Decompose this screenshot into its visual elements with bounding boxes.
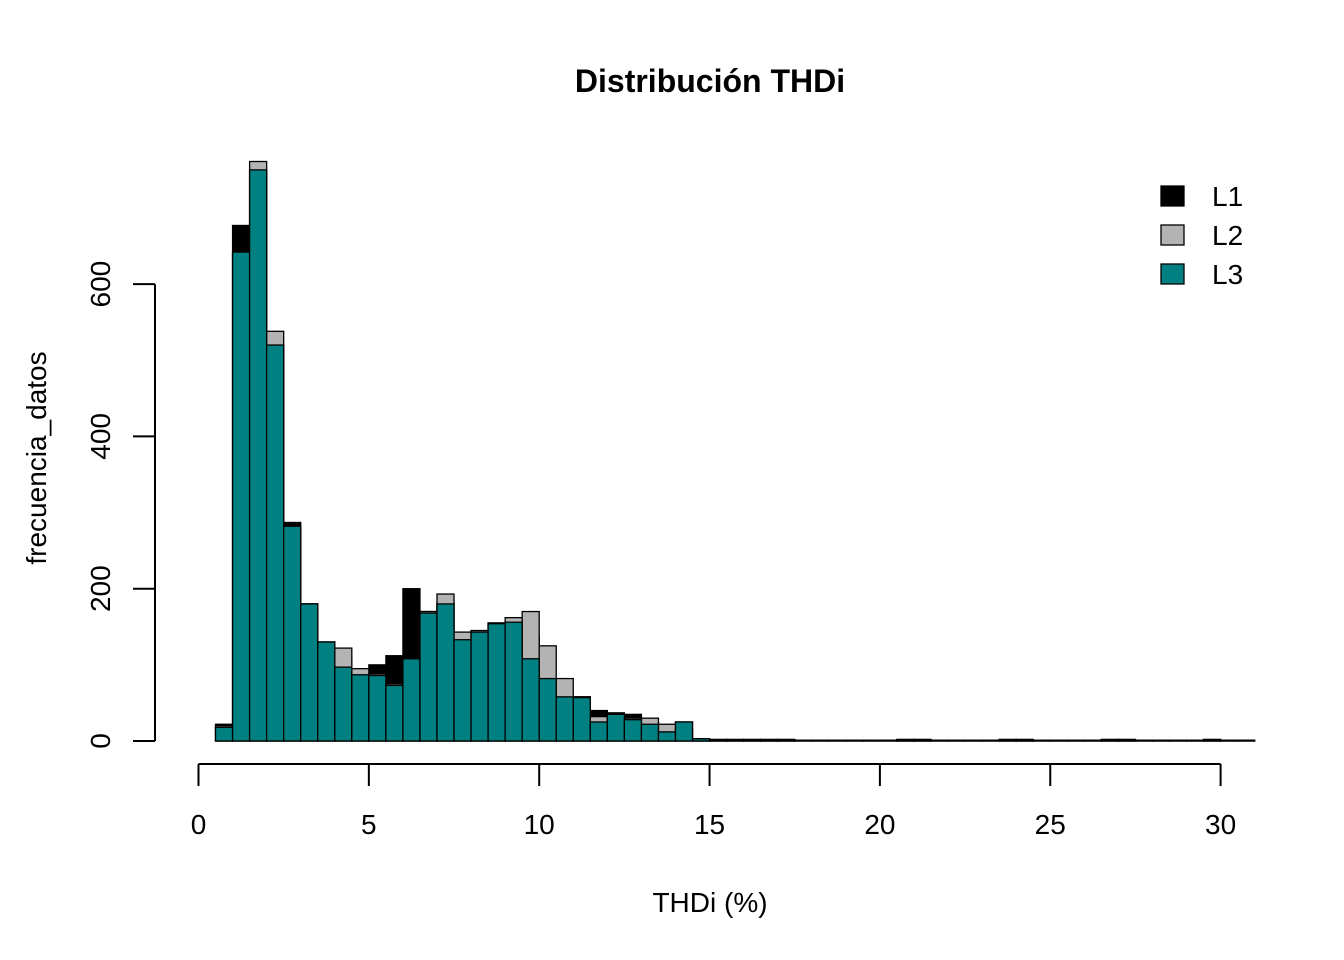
bar-l2-38 (862, 739, 881, 742)
bar-l2-60 (1236, 739, 1256, 742)
bar-l3-22 (589, 721, 608, 742)
bar-l3-7 (334, 666, 353, 742)
bar-l3-52 (1100, 739, 1120, 742)
legend-label-l3: L3 (1212, 259, 1243, 290)
x-tick-label: 10 (524, 809, 555, 840)
bar-l3-5 (300, 603, 319, 742)
bar-l3-47 (1015, 739, 1034, 742)
bar-l3-32 (760, 739, 779, 742)
bar-l2-57 (1185, 739, 1205, 742)
bar-l3-25 (640, 723, 660, 742)
bar-l2-54 (1134, 739, 1154, 742)
bar-l2-51 (1083, 739, 1103, 742)
y-tick-label: 400 (85, 413, 116, 460)
bar-l3-10 (385, 684, 404, 742)
x-axis: 0 5 10 15 20 25 30 (191, 763, 1236, 840)
y-axis-label: frecuencia_datos (21, 351, 52, 564)
bar-l3-24 (623, 719, 643, 742)
chart-title: Distribución THDi (575, 63, 845, 99)
y-tick-label: 200 (85, 565, 116, 612)
bar-l2-59 (1219, 739, 1239, 742)
bar-l2-50 (1066, 739, 1085, 742)
bar-l2-34 (794, 739, 813, 742)
bar-l2-37 (845, 739, 864, 742)
bar-l3-18 (521, 658, 540, 742)
bar-l2-48 (1032, 739, 1051, 742)
bar-l3-11 (402, 658, 421, 742)
bar-l3-14 (453, 639, 472, 742)
legend-swatch-l2 (1160, 224, 1185, 246)
bar-l3-21 (572, 696, 591, 742)
x-tick-label: 0 (191, 809, 207, 840)
x-tick-label: 25 (1035, 809, 1066, 840)
bar-l3-4 (283, 525, 302, 742)
bar-l3-19 (538, 677, 557, 742)
bar-l3-28 (691, 738, 711, 742)
bar-l2-36 (828, 739, 847, 742)
legend-swatch-l1 (1160, 185, 1185, 207)
bar-l2-42 (930, 739, 949, 742)
bar-l2-55 (1151, 739, 1171, 742)
x-axis-label: THDi (%) (652, 887, 767, 918)
legend-swatch-l3 (1160, 263, 1185, 285)
bar-l3-12 (419, 612, 438, 742)
x-tick-label: 20 (864, 809, 895, 840)
bar-l3-41 (913, 739, 932, 742)
y-axis: 0 200 400 600 (85, 261, 156, 749)
bar-l3-15 (470, 631, 489, 742)
legend-label-l2: L2 (1212, 220, 1243, 251)
legend: L1 L2 L3 (1160, 181, 1243, 290)
bar-l3-33 (777, 739, 796, 742)
bar-l3-26 (657, 731, 677, 742)
bar-l2-44 (964, 739, 983, 742)
bar-l3-53 (1117, 739, 1137, 742)
bar-l2-43 (947, 739, 966, 742)
bar-l3-2 (248, 169, 268, 742)
x-tick-label: 5 (361, 809, 377, 840)
x-tick-label: 30 (1205, 809, 1236, 840)
bar-l3-58 (1202, 739, 1222, 742)
bar-l3-0 (214, 726, 234, 742)
bar-l3-30 (725, 739, 745, 742)
y-tick-label: 0 (85, 733, 116, 749)
bar-l3-23 (606, 713, 626, 742)
bar-l3-16 (487, 623, 506, 742)
legend-label-l1: L1 (1212, 181, 1243, 212)
bar-l3-13 (436, 603, 455, 742)
bar-l3-17 (504, 621, 523, 742)
bar-l3-46 (998, 739, 1017, 742)
bar-l2-35 (811, 739, 830, 742)
bar-l3-1 (231, 251, 251, 742)
bar-l3-27 (674, 721, 694, 742)
bar-l3-8 (351, 674, 370, 742)
bar-l3-20 (555, 696, 574, 742)
bar-l3-29 (708, 739, 728, 742)
bars-group (214, 160, 1256, 742)
bar-l2-49 (1049, 739, 1068, 742)
x-tick-label: 15 (694, 809, 725, 840)
bar-l2-45 (981, 739, 1000, 742)
bar-l2-56 (1168, 739, 1188, 742)
bar-l3-3 (265, 344, 285, 742)
bar-l3-6 (317, 641, 336, 742)
bar-l3-9 (368, 674, 387, 742)
y-tick-label: 600 (85, 261, 116, 308)
bar-l3-31 (742, 739, 762, 742)
bar-l3-40 (896, 739, 915, 742)
bar-l2-39 (879, 739, 898, 742)
